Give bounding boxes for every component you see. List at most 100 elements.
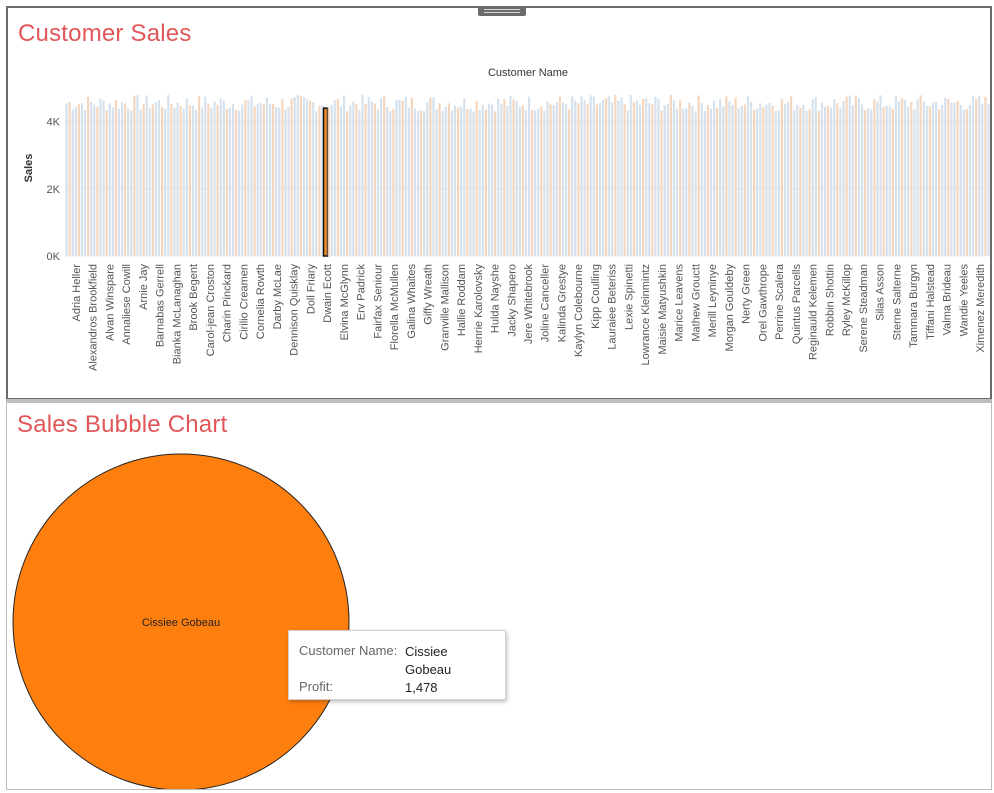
bar[interactable] xyxy=(679,100,681,256)
bar[interactable] xyxy=(531,110,533,256)
bar[interactable] xyxy=(509,96,511,256)
bar[interactable] xyxy=(146,95,148,256)
bar[interactable] xyxy=(898,101,900,256)
bar[interactable] xyxy=(371,102,373,256)
bar[interactable] xyxy=(201,108,203,256)
bar[interactable] xyxy=(278,108,280,256)
bar[interactable] xyxy=(466,109,468,256)
bar[interactable] xyxy=(235,110,237,256)
bar[interactable] xyxy=(787,102,789,256)
bar[interactable] xyxy=(257,104,259,256)
bar[interactable] xyxy=(873,99,875,256)
bar[interactable] xyxy=(457,108,459,256)
bar[interactable] xyxy=(445,107,447,256)
bar[interactable] xyxy=(469,109,471,256)
bar[interactable] xyxy=(593,97,595,256)
bar[interactable] xyxy=(728,101,730,256)
bar[interactable] xyxy=(614,95,616,256)
bar[interactable] xyxy=(386,107,388,256)
bar[interactable] xyxy=(550,104,552,256)
bar[interactable] xyxy=(519,107,521,256)
bar[interactable] xyxy=(454,106,456,256)
bar[interactable] xyxy=(818,111,820,256)
bar[interactable] xyxy=(685,108,687,256)
bar[interactable] xyxy=(244,100,246,256)
bar[interactable] xyxy=(984,97,986,256)
bar[interactable] xyxy=(587,104,589,256)
bar[interactable] xyxy=(929,106,931,256)
bar[interactable] xyxy=(759,103,761,256)
bar[interactable] xyxy=(198,96,200,256)
bar[interactable] xyxy=(405,97,407,256)
bar[interactable] xyxy=(935,102,937,256)
bar[interactable] xyxy=(941,105,943,256)
bar[interactable] xyxy=(213,101,215,256)
bar[interactable] xyxy=(876,102,878,256)
bar[interactable] xyxy=(439,103,441,256)
bar[interactable] xyxy=(217,105,219,256)
bar[interactable] xyxy=(155,102,157,256)
bar[interactable] xyxy=(102,100,104,256)
bar[interactable] xyxy=(207,104,209,256)
bar[interactable] xyxy=(972,96,974,256)
bar[interactable] xyxy=(741,106,743,256)
bar[interactable] xyxy=(836,103,838,256)
bar[interactable] xyxy=(96,107,98,256)
bar[interactable] xyxy=(963,110,965,256)
bar[interactable] xyxy=(682,109,684,256)
bar[interactable] xyxy=(84,110,86,256)
bar[interactable] xyxy=(953,103,955,256)
bar[interactable] xyxy=(448,103,450,256)
bar[interactable] xyxy=(226,109,228,256)
bar[interactable] xyxy=(260,103,262,256)
bar[interactable] xyxy=(315,111,317,256)
bar[interactable] xyxy=(636,101,638,256)
bar[interactable] xyxy=(577,103,579,256)
bar[interactable] xyxy=(855,96,857,256)
bar[interactable] xyxy=(124,103,126,256)
bar[interactable] xyxy=(383,96,385,256)
bar[interactable] xyxy=(830,108,832,256)
bar[interactable] xyxy=(506,106,508,256)
bar[interactable] xyxy=(346,111,348,256)
bar[interactable] xyxy=(377,109,379,256)
bar[interactable] xyxy=(987,104,989,256)
bar[interactable] xyxy=(852,105,854,256)
bar[interactable] xyxy=(402,100,404,256)
bar[interactable] xyxy=(497,99,499,256)
bar[interactable] xyxy=(435,109,437,256)
bar[interactable] xyxy=(901,98,903,256)
bar[interactable] xyxy=(639,105,641,256)
bar[interactable] xyxy=(735,98,737,256)
bar[interactable] xyxy=(849,96,851,256)
bar[interactable] xyxy=(494,111,496,256)
bar[interactable] xyxy=(553,105,555,256)
bar[interactable] xyxy=(232,104,234,256)
bar[interactable] xyxy=(143,104,145,256)
bar[interactable] xyxy=(762,107,764,256)
bar[interactable] xyxy=(513,99,515,256)
bar[interactable] xyxy=(451,110,453,256)
bar[interactable] xyxy=(241,105,243,256)
bar[interactable] xyxy=(186,99,188,256)
bar[interactable] xyxy=(784,104,786,256)
bar[interactable] xyxy=(309,101,311,256)
bar[interactable] xyxy=(528,97,530,256)
bar[interactable] xyxy=(738,109,740,256)
bar[interactable] xyxy=(118,109,120,256)
bar[interactable] xyxy=(358,110,360,256)
bar[interactable] xyxy=(183,109,185,256)
bar[interactable] xyxy=(337,99,339,256)
bar[interactable] xyxy=(463,98,465,256)
bar[interactable] xyxy=(608,96,610,256)
bar[interactable] xyxy=(889,106,891,256)
bar[interactable] xyxy=(287,107,289,256)
bar[interactable] xyxy=(223,101,225,256)
bar[interactable] xyxy=(815,97,817,256)
bar[interactable] xyxy=(605,98,607,256)
bar[interactable] xyxy=(667,104,669,256)
bar[interactable] xyxy=(374,104,376,256)
bar[interactable] xyxy=(590,95,592,256)
bar[interactable] xyxy=(81,103,83,256)
bar[interactable] xyxy=(389,111,391,256)
